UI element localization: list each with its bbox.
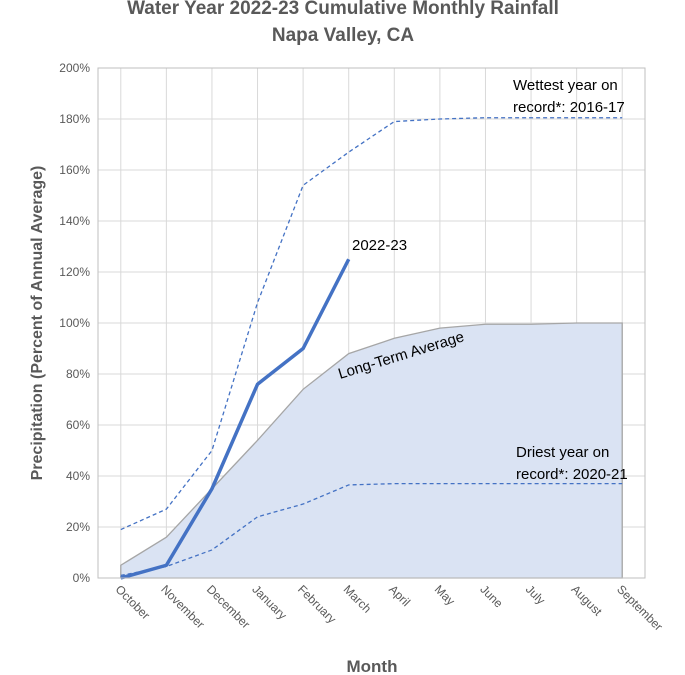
- annotation: 2022-23: [352, 237, 407, 254]
- line: [120, 117, 623, 531]
- y-tick-label: 20%: [66, 520, 90, 534]
- chart-title: Water Year 2022-23 Cumulative Monthly Ra…: [127, 0, 559, 19]
- area: [120, 322, 623, 579]
- x-tick-label: February: [295, 582, 339, 626]
- x-tick-label: July: [523, 582, 548, 607]
- y-axis-label: Precipitation (Percent of Annual Average…: [29, 166, 46, 481]
- x-tick-label: December: [204, 582, 253, 631]
- y-tick-label: 180%: [59, 112, 90, 126]
- x-tick-label: January: [249, 582, 289, 622]
- x-tick-label: November: [158, 582, 207, 631]
- annotation: Driest year on: [516, 444, 609, 461]
- x-tick-label: May: [432, 582, 458, 608]
- x-tick-label: April: [386, 582, 413, 609]
- x-tick-label: August: [569, 582, 606, 619]
- y-tick-label: 200%: [59, 61, 90, 75]
- line: [120, 483, 623, 577]
- plot-area: 0% 20% 40% 60% 80% 100% 120% 140% 160% 180% 200% Oc…: [59, 61, 665, 634]
- y-tick-label: 100%: [59, 316, 90, 330]
- x-tick-label: October: [113, 582, 153, 622]
- y-tick-label: 0%: [73, 571, 91, 585]
- y-tick-label: 60%: [66, 418, 90, 432]
- annotation: record*: 2020-21: [516, 466, 628, 483]
- y-tick-label: 160%: [59, 163, 90, 177]
- y-tick-label: 40%: [66, 469, 90, 483]
- annotation: record*: 2016-17: [513, 99, 625, 116]
- annotation: Wettest year on: [513, 77, 618, 94]
- y-tick-label: 80%: [66, 367, 90, 381]
- x-tick-label: June: [477, 582, 506, 611]
- x-tick-label: September: [614, 582, 665, 633]
- chart-subtitle: Napa Valley, CA: [272, 25, 414, 46]
- x-tick-label: March: [341, 582, 374, 615]
- y-tick-label: 120%: [59, 265, 90, 279]
- x-axis-label: Month: [347, 657, 398, 675]
- y-tick-label: 140%: [59, 214, 90, 228]
